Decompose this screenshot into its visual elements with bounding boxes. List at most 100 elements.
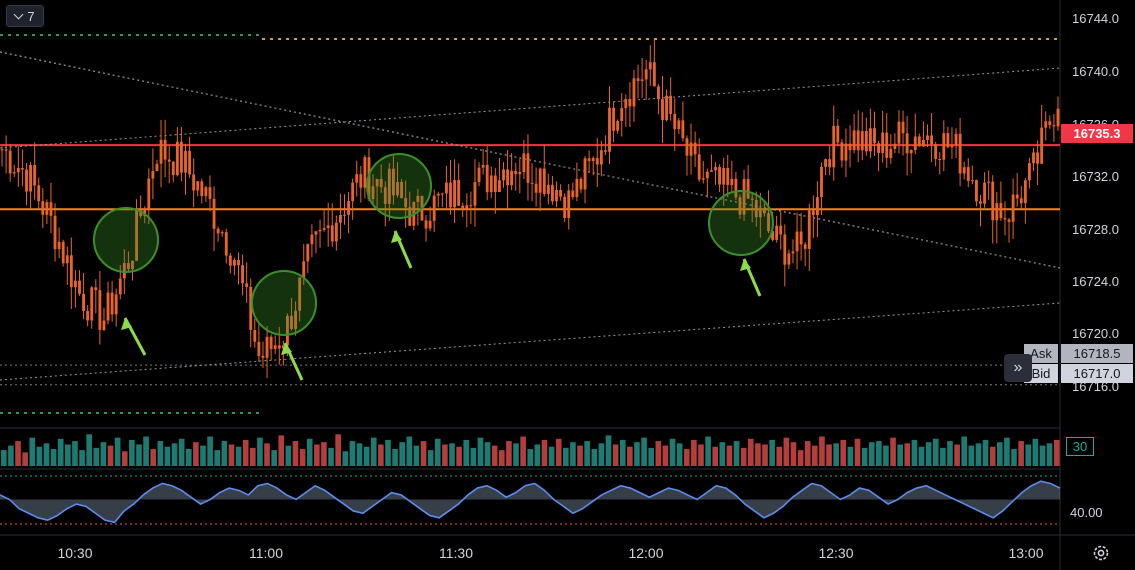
candle-body: [245, 283, 249, 287]
volume-bar: [79, 450, 85, 466]
candle-body: [897, 121, 901, 144]
candle-body: [603, 150, 607, 152]
candle-body: [750, 198, 754, 201]
volume-panel[interactable]: [1, 434, 1060, 466]
candle-body: [4, 149, 8, 151]
candle-body: [343, 214, 346, 216]
candle-body: [114, 294, 118, 315]
volume-bar: [1025, 444, 1032, 466]
candle-body: [571, 190, 575, 198]
candle-body: [155, 163, 159, 172]
volume-bar: [406, 436, 413, 466]
volume-bar: [257, 437, 263, 466]
candle-body: [469, 205, 473, 207]
double-chevron-right-icon[interactable]: »: [1004, 354, 1032, 382]
volume-bar: [541, 439, 548, 466]
time-tick-label: 13:00: [1008, 545, 1043, 561]
volume-bar: [605, 435, 612, 466]
candle-body: [192, 174, 196, 191]
candle-body: [966, 167, 970, 181]
volume-bar: [1032, 438, 1039, 466]
volume-bar: [427, 450, 434, 466]
candle-body: [522, 153, 526, 173]
candle-body: [538, 168, 542, 193]
candle-body: [449, 182, 452, 208]
candle-body: [652, 62, 656, 87]
candle-body: [709, 170, 713, 172]
candle-body: [41, 201, 45, 215]
volume-bar: [776, 446, 783, 466]
oscillator-area: [0, 481, 1060, 523]
candle-body: [461, 205, 465, 210]
candle-body: [864, 131, 868, 152]
volume-bar: [683, 449, 690, 466]
volume-bar: [847, 446, 854, 466]
gear-icon[interactable]: [1091, 543, 1111, 563]
candle-body: [228, 255, 232, 266]
candle-body: [310, 234, 314, 245]
candle-body: [742, 179, 746, 215]
candle-body: [1036, 152, 1040, 164]
volume-bar: [157, 441, 164, 466]
candle-body: [885, 132, 889, 158]
trendline-down: [0, 51, 1061, 269]
candle-body: [1040, 127, 1044, 164]
volume-bar: [321, 442, 327, 466]
trendline-up-top: [0, 67, 1061, 149]
candle-body: [579, 178, 583, 190]
volume-bar: [762, 444, 768, 466]
volume-bar: [93, 447, 100, 466]
candle-body: [881, 132, 885, 153]
volume-bar: [107, 445, 114, 466]
candle-body: [587, 158, 591, 162]
volume-bar: [1046, 443, 1053, 466]
volume-bar: [207, 436, 213, 466]
volume-bar: [619, 439, 626, 466]
candle-body: [950, 145, 954, 148]
candle-body: [249, 286, 253, 330]
candle-body: [347, 201, 351, 215]
volume-bar: [314, 444, 320, 466]
candle-body: [979, 201, 982, 204]
volume-bar: [392, 449, 398, 466]
candle-body: [767, 213, 770, 232]
chevron-down-icon: [13, 9, 24, 19]
volume-bar: [1004, 437, 1010, 466]
candle-body: [8, 150, 12, 174]
volume-bar: [1018, 441, 1024, 466]
collapse-indicators-button[interactable]: 7: [6, 5, 44, 27]
candle-body: [139, 209, 143, 217]
volume-bar: [292, 441, 299, 466]
candle-body: [69, 255, 73, 288]
volume-bar: [477, 437, 484, 466]
candle-body: [261, 355, 265, 358]
candle-body: [33, 164, 37, 186]
candle-body: [624, 99, 628, 109]
candle-body: [330, 225, 334, 242]
candle-body: [1044, 121, 1048, 128]
oscillator-panel[interactable]: 40.00: [0, 475, 1103, 525]
volume-bar: [129, 439, 135, 466]
price-tick-label: 16732.0: [1072, 169, 1119, 184]
volume-bar: [249, 447, 256, 466]
volume-bar: [890, 437, 896, 466]
candle-body: [383, 187, 387, 204]
candle-body: [57, 241, 61, 250]
candle-body: [0, 149, 4, 151]
candle-body: [179, 141, 183, 173]
candle-body: [184, 150, 187, 173]
price-axis[interactable]: 16744.016740.016736.016732.016728.016724…: [1072, 11, 1119, 394]
time-axis[interactable]: 10:30 11:00 11:30 12:00 12:30 13:00: [57, 545, 1043, 561]
volume-bar: [812, 445, 818, 466]
candle-body: [277, 345, 281, 349]
candle-body: [567, 190, 571, 218]
candle-body: [45, 202, 49, 215]
candle-body: [188, 150, 192, 175]
volume-bar: [178, 438, 185, 466]
volume-bar: [470, 447, 477, 466]
candle-body: [640, 79, 644, 81]
oscillator-line: [0, 480, 1061, 524]
price-panel[interactable]: [0, 34, 1061, 414]
candle-body: [913, 136, 917, 151]
